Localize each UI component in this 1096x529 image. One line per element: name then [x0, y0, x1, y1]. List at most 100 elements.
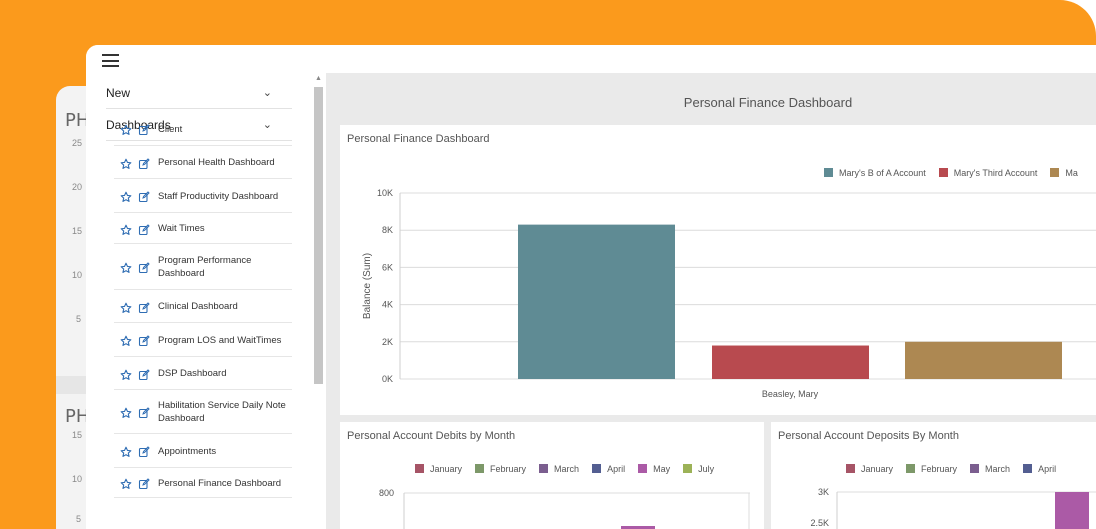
sidebar-item-label: Appointments [158, 445, 217, 457]
sidebar-item[interactable]: Program LOS and WaitTimes [114, 323, 292, 357]
edit-icon[interactable] [138, 477, 150, 490]
ghost-tick: 15 [72, 430, 83, 440]
legend-swatch [824, 168, 833, 177]
star-icon[interactable] [120, 368, 132, 380]
bar [518, 224, 675, 379]
legend-item[interactable]: January [846, 464, 893, 474]
finance-chart-panel: Personal Finance Dashboard Mary's B of A… [340, 125, 1096, 415]
edit-icon[interactable] [138, 261, 150, 274]
sidebar-item[interactable]: Personal Finance Dashboard [114, 468, 292, 498]
legend-item[interactable]: July [683, 464, 714, 474]
y-axis-label: Balance (Sum) [362, 253, 373, 319]
edit-icon[interactable] [138, 301, 150, 313]
legend-label: February [490, 464, 527, 474]
edit-icon[interactable] [138, 157, 150, 169]
edit-icon[interactable] [138, 123, 150, 136]
deposits-bar-chart: 2.5K 3K [810, 487, 1096, 529]
legend-swatch [970, 464, 980, 473]
edit-icon[interactable] [138, 368, 150, 380]
sidebar-item-label: Program LOS and WaitTimes [158, 334, 282, 346]
x-tick-label: Beasley, Mary [762, 389, 819, 399]
star-icon[interactable] [120, 157, 132, 169]
star-icon[interactable] [120, 261, 132, 273]
sidebar-item[interactable]: Client [114, 112, 292, 146]
legend-item[interactable]: Ma [1050, 168, 1078, 178]
legend-swatch [906, 464, 916, 473]
legend-item[interactable]: Mary's B of A Account [824, 168, 926, 178]
sidebar-item-label: Clinical Dashboard [158, 301, 238, 312]
legend-item[interactable]: May [638, 464, 670, 474]
edit-icon[interactable] [138, 190, 150, 203]
legend-item[interactable]: February [475, 464, 526, 474]
chevron-down-icon: ⌄ [262, 119, 272, 131]
section-label: New [106, 86, 131, 100]
star-icon[interactable] [120, 223, 132, 235]
star-icon[interactable] [120, 445, 132, 457]
sidebar-item-label: Wait Times [158, 223, 205, 234]
sidebar-item[interactable]: Personal Health Dashboard [114, 146, 292, 179]
legend-label: January [430, 464, 463, 474]
legend-label: February [921, 464, 958, 474]
debits-chart-panel: Personal Account Debits by Month January… [340, 422, 764, 529]
ghost-tick: 25 [72, 138, 83, 148]
star-icon[interactable] [120, 301, 132, 313]
ghost-title-1: PH [65, 110, 90, 131]
sidebar-item[interactable]: Appointments [114, 434, 292, 468]
legend-item[interactable]: April [1023, 464, 1056, 474]
app-window: ▲ New ⌄ Dashboards ⌄ Client Personal Heal… [86, 45, 1096, 529]
sidebar-item[interactable]: Habilitation Service Daily Note Dashboar… [114, 390, 292, 434]
legend-swatch [938, 168, 948, 177]
sidebar-scrollbar[interactable] [314, 87, 323, 384]
sidebar-item[interactable]: Program Performance Dashboard [114, 244, 292, 290]
legend-item[interactable]: Mary's Third Account [938, 168, 1038, 178]
star-icon[interactable] [120, 334, 132, 346]
edit-icon[interactable] [138, 334, 150, 347]
legend-swatch [846, 464, 855, 473]
ghost-tick: 5 [76, 314, 82, 324]
star-icon[interactable] [120, 190, 132, 202]
hamburger-menu-icon[interactable] [102, 54, 119, 67]
legend-swatch [475, 464, 485, 473]
legend-item[interactable]: March [970, 464, 1010, 474]
sidebar-item-label: Habilitation Service Daily Note Dashboar… [158, 400, 286, 424]
sidebar-item[interactable]: Clinical Dashboard [114, 290, 292, 323]
balance-bar-chart: 0K 2K 4K 6K 8K 10K Balance (Sum) Beasley, Mary [362, 188, 1096, 399]
legend-item[interactable]: March [539, 464, 579, 474]
sidebar-section-new[interactable]: New ⌄ [106, 77, 292, 109]
bar [621, 526, 655, 529]
legend-label: January [861, 464, 894, 474]
star-icon[interactable] [120, 477, 132, 489]
ghost-tick: 20 [72, 182, 83, 192]
legend-item[interactable]: February [906, 464, 957, 474]
legend-swatch [1050, 168, 1060, 177]
legend-item[interactable]: January [415, 464, 462, 474]
edit-icon[interactable] [138, 406, 150, 419]
sidebar-item[interactable]: Wait Times [114, 213, 292, 244]
page-title: Personal Finance Dashboard [683, 95, 853, 110]
star-icon[interactable] [120, 406, 132, 418]
sidebar-item[interactable]: DSP Dashboard [114, 357, 292, 390]
legend-label: April [607, 464, 626, 474]
scroll-up-arrow-icon[interactable]: ▲ [315, 75, 322, 82]
legend-swatch [683, 464, 693, 473]
legend-swatch [415, 464, 424, 473]
star-icon[interactable] [120, 123, 132, 135]
legend-label: July [698, 464, 715, 474]
ghost-tick: 5 [76, 514, 82, 524]
legend-label: Mary's Third Account [953, 168, 1038, 178]
legend-item[interactable]: April [592, 464, 625, 474]
legend-label: April [1038, 464, 1057, 474]
y-tick-label: 3K [818, 487, 829, 497]
panel-title: Personal Account Debits by Month [347, 430, 516, 442]
y-tick-label: 10K [377, 188, 393, 198]
legend-swatch [1023, 464, 1033, 473]
top-bar [86, 45, 1096, 73]
y-tick-label: 4K [382, 300, 393, 310]
sidebar-item-label: Personal Health Dashboard [158, 157, 275, 168]
sidebar-item[interactable]: Staff Productivity Dashboard [114, 179, 292, 213]
sidebar-item-label: Program Performance Dashboard [158, 255, 252, 279]
edit-icon[interactable] [138, 223, 150, 235]
legend-label: Mary's B of A Account [839, 168, 926, 178]
edit-icon[interactable] [138, 445, 150, 458]
